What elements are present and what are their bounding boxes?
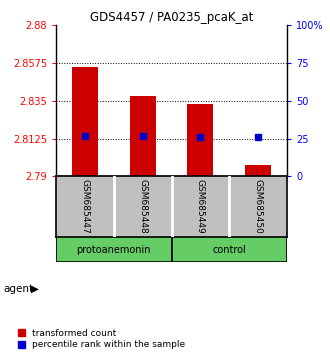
Title: GDS4457 / PA0235_pcaK_at: GDS4457 / PA0235_pcaK_at <box>90 11 253 24</box>
Text: agent: agent <box>3 284 33 293</box>
Text: ▶: ▶ <box>31 284 39 293</box>
Text: GSM685447: GSM685447 <box>81 179 89 234</box>
Text: GSM685450: GSM685450 <box>254 179 263 234</box>
Bar <box>187 104 214 176</box>
Bar <box>72 67 98 176</box>
Text: GSM685448: GSM685448 <box>138 179 147 234</box>
Text: protoanemonin: protoanemonin <box>77 245 151 255</box>
Bar <box>130 96 156 176</box>
Text: GSM685449: GSM685449 <box>196 179 205 234</box>
Bar <box>56 237 172 262</box>
Legend: transformed count, percentile rank within the sample: transformed count, percentile rank withi… <box>18 329 185 349</box>
Text: control: control <box>213 245 246 255</box>
Bar <box>245 165 271 176</box>
Bar <box>172 237 287 262</box>
